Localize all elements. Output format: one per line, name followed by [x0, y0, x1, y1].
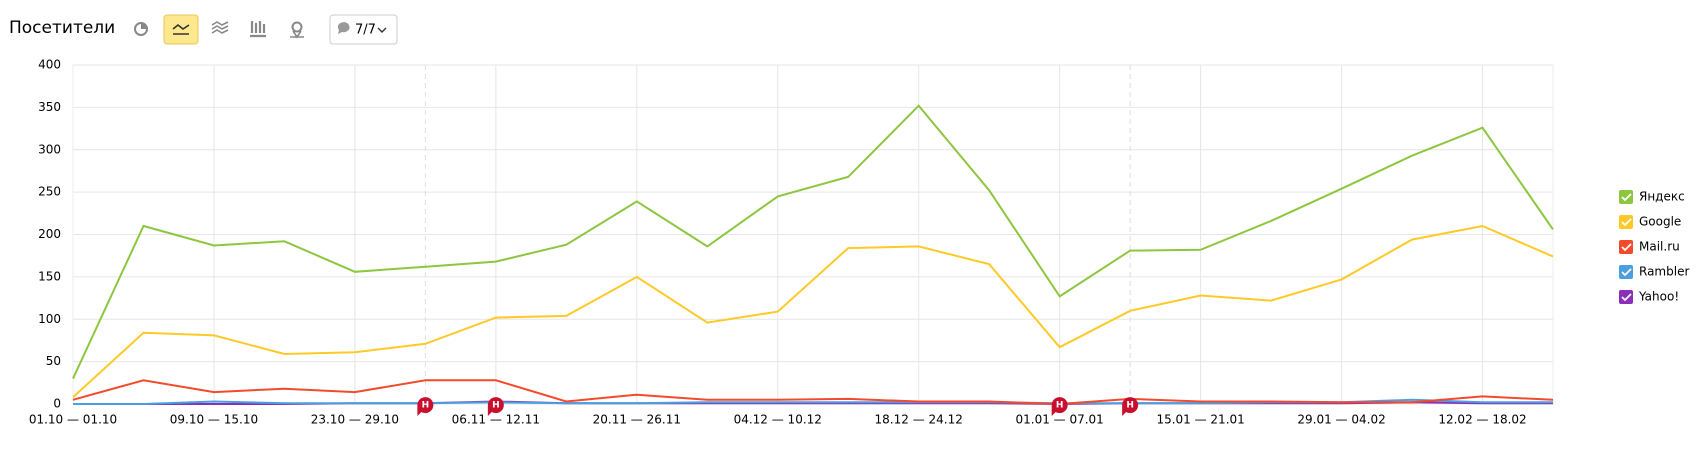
chart-type-area[interactable] [211, 21, 229, 34]
y-tick-label: 200 [38, 227, 61, 241]
note-label: Н [1126, 401, 1134, 411]
checkmark [1621, 218, 1632, 227]
notes-dropdown[interactable]: 7/7 [329, 14, 398, 45]
legend-item[interactable]: Yahoo! [1619, 290, 1679, 305]
y-tick-label: 300 [38, 142, 61, 156]
checkmark [1621, 193, 1632, 202]
legend-label: Yahoo! [1638, 290, 1679, 304]
y-tick-label: 100 [38, 312, 61, 326]
x-tick-label: 18.12 — 24.12 [875, 413, 963, 427]
legend-checkbox [1619, 215, 1633, 229]
x-tick-label: 12.02 — 18.02 [1438, 413, 1526, 427]
notes-counter: 7/7 [355, 23, 376, 38]
x-tick-label: 15.01 — 21.01 [1156, 413, 1244, 427]
checkmark [1621, 293, 1632, 302]
legend-checkbox [1619, 240, 1633, 254]
legend-item[interactable]: Яндекс [1619, 190, 1685, 205]
x-tick-label: 29.01 — 04.02 [1297, 413, 1385, 427]
x-tick-label: 01.01 — 07.01 [1015, 413, 1103, 427]
note-pin [487, 397, 504, 416]
note-label: Н [492, 401, 500, 411]
series-line [72, 379, 1554, 406]
x-tick-label: 04.12 — 10.12 [734, 413, 822, 427]
legend-item[interactable]: Mail.ru [1619, 240, 1680, 255]
checkmark [1621, 268, 1632, 277]
note-marker[interactable]: Н [417, 397, 434, 416]
chart-type-bar[interactable] [250, 21, 266, 38]
note-label: Н [422, 401, 430, 411]
legend-label: Rambler [1639, 265, 1689, 279]
note-marker[interactable]: Н [1051, 397, 1068, 416]
series-line [72, 104, 1554, 380]
x-tick-label: 23.10 — 29.10 [311, 413, 399, 427]
note-label: Н [1056, 401, 1064, 411]
y-tick-label: 50 [46, 354, 61, 368]
legend-item[interactable]: Google [1619, 215, 1681, 230]
legend-label: Google [1639, 215, 1681, 229]
y-tick-label: 350 [38, 100, 61, 114]
legend-checkbox [1619, 265, 1633, 279]
panel-title: Посетители [9, 18, 115, 38]
chart-type-line[interactable] [163, 14, 199, 45]
y-tick-label: 150 [38, 269, 61, 283]
legend-checkbox [1619, 190, 1633, 204]
legend-checkbox [1619, 290, 1633, 304]
note-marker[interactable]: Н [487, 397, 504, 416]
checkmark [1621, 243, 1632, 252]
y-tick-label: 250 [38, 185, 61, 199]
chart-type-map[interactable] [290, 21, 304, 39]
x-tick-label: 09.10 — 15.10 [170, 413, 258, 427]
note-pin [1122, 397, 1139, 416]
chart-type-pie[interactable] [134, 22, 148, 36]
note-pin [1051, 397, 1068, 416]
y-tick-label: 400 [38, 58, 61, 72]
legend-label: Яндекс [1639, 190, 1685, 204]
x-tick-label: 06.11 — 12.11 [452, 413, 540, 427]
series-line [72, 224, 1554, 398]
legend-label: Mail.ru [1639, 240, 1680, 254]
y-tick-label: 0 [53, 397, 61, 411]
x-tick-label: 20.11 — 26.11 [593, 413, 681, 427]
x-tick-label: 01.10 — 01.10 [29, 413, 117, 427]
note-pin [417, 397, 434, 416]
legend-item[interactable]: Rambler [1619, 265, 1689, 280]
note-marker[interactable]: Н [1122, 397, 1139, 416]
